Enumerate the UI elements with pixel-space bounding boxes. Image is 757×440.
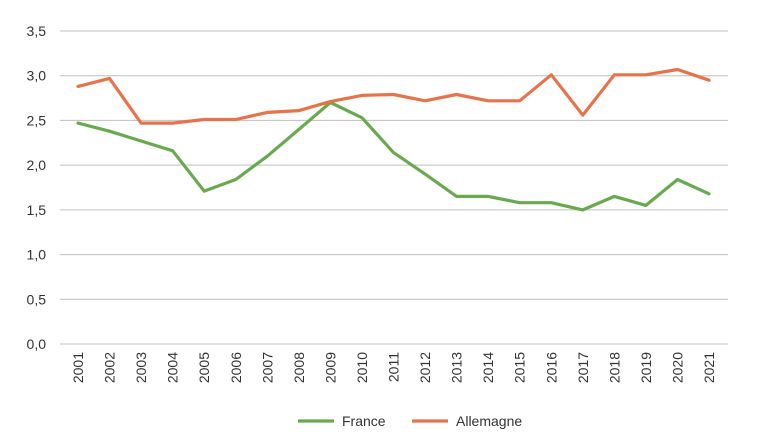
x-tick-label: 2002 bbox=[102, 352, 118, 383]
y-tick-label: 2,0 bbox=[27, 157, 47, 173]
y-tick-label: 3,0 bbox=[27, 68, 47, 84]
x-tick-label: 2012 bbox=[417, 352, 433, 383]
series-line-france bbox=[76, 100, 711, 212]
y-tick-label: 3,5 bbox=[27, 23, 47, 39]
x-tick-label: 2014 bbox=[480, 352, 496, 383]
x-axis-tick-labels: 2001 2002 2003 2004 2005 2006 2007 2008 2009 2010… bbox=[70, 352, 717, 383]
x-tick-label: 2007 bbox=[259, 352, 275, 383]
legend-label-france: France bbox=[342, 413, 386, 429]
x-tick-label: 2010 bbox=[354, 352, 370, 383]
x-tick-label: 2005 bbox=[196, 352, 212, 383]
x-tick-label: 2017 bbox=[575, 352, 591, 383]
y-tick-label: 2,5 bbox=[27, 112, 47, 128]
series-lines bbox=[76, 67, 711, 212]
x-tick-label: 2004 bbox=[165, 352, 181, 383]
y-tick-label: 1,5 bbox=[27, 202, 47, 218]
y-tick-label: 0,0 bbox=[27, 336, 47, 352]
y-tick-label: 0,5 bbox=[27, 291, 47, 307]
x-tick-label: 2009 bbox=[322, 352, 338, 383]
x-tick-label: 2020 bbox=[669, 352, 685, 383]
x-tick-label: 2016 bbox=[543, 352, 559, 383]
legend-label-allemagne: Allemagne bbox=[456, 413, 522, 429]
legend: France Allemagne bbox=[298, 413, 522, 429]
x-tick-label: 2011 bbox=[386, 352, 402, 382]
x-tick-label: 2015 bbox=[512, 352, 528, 383]
series-line-allemagne bbox=[76, 67, 711, 125]
x-tick-label: 2003 bbox=[133, 352, 149, 383]
gridlines bbox=[60, 30, 728, 345]
y-tick-label: 1,0 bbox=[27, 247, 47, 263]
y-axis-tick-labels: 0,0 0,5 1,0 1,5 2,0 2,5 3,0 3,5 bbox=[27, 23, 47, 352]
x-tick-label: 2013 bbox=[449, 352, 465, 383]
x-tick-label: 2001 bbox=[70, 352, 86, 383]
x-tick-label: 2018 bbox=[606, 352, 622, 383]
x-tick-label: 2019 bbox=[638, 352, 654, 383]
x-tick-label: 2008 bbox=[291, 352, 307, 383]
x-tick-label: 2021 bbox=[701, 352, 717, 383]
x-tick-label: 2006 bbox=[228, 352, 244, 383]
